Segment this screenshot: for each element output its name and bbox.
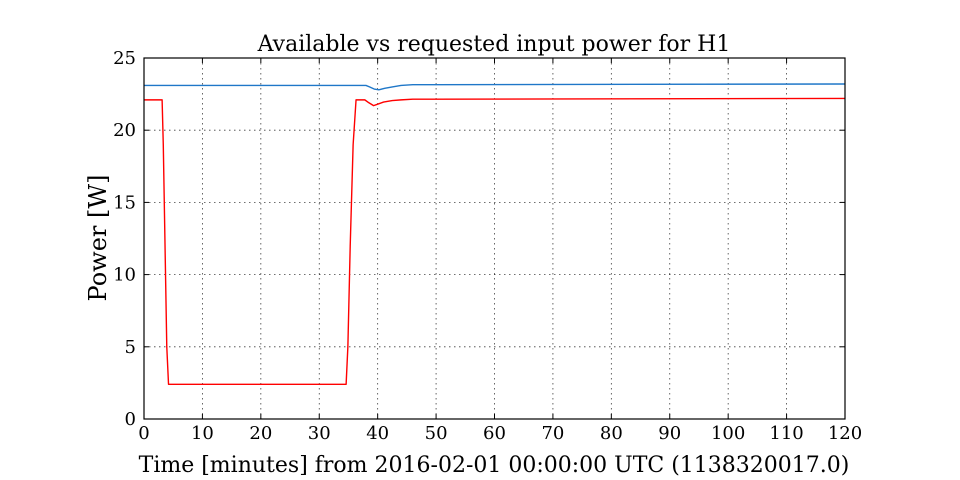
x-tick-label: 70 bbox=[541, 423, 564, 444]
y-tick-label: 25 bbox=[113, 48, 136, 69]
y-tick-label: 10 bbox=[113, 265, 136, 286]
x-tick-label: 40 bbox=[366, 423, 389, 444]
x-tick-label: 90 bbox=[658, 423, 681, 444]
x-tick-label: 110 bbox=[769, 423, 803, 444]
y-tick-label: 15 bbox=[113, 192, 136, 213]
x-tick-label: 0 bbox=[138, 423, 149, 444]
x-axis-label: Time [minutes] from 2016-02-01 00:00:00 … bbox=[139, 453, 850, 478]
x-tick-label: 80 bbox=[600, 423, 623, 444]
chart-title: Available vs requested input power for H… bbox=[257, 32, 731, 57]
y-tick-label: 5 bbox=[125, 337, 136, 358]
y-tick-label: 0 bbox=[125, 409, 136, 430]
grid-lines bbox=[144, 58, 845, 419]
x-tick-label: 60 bbox=[483, 423, 506, 444]
x-tick-label: 120 bbox=[828, 423, 862, 444]
x-tick-label: 100 bbox=[711, 423, 745, 444]
x-tick-label: 30 bbox=[308, 423, 331, 444]
series-line-1 bbox=[144, 83, 846, 91]
y-tick-label: 20 bbox=[113, 120, 136, 141]
x-tick-label: 50 bbox=[425, 423, 448, 444]
x-tick-label: 20 bbox=[249, 423, 272, 444]
y-axis-label: Power [W] bbox=[84, 175, 112, 302]
ticks: 0 10 20 30 40 50 60 70 80 90 100 110 120 0 5 10 15 20 25 bbox=[113, 48, 862, 444]
x-tick-label: 10 bbox=[191, 423, 214, 444]
series-lines bbox=[144, 83, 846, 386]
series-line-2 bbox=[144, 97, 846, 386]
